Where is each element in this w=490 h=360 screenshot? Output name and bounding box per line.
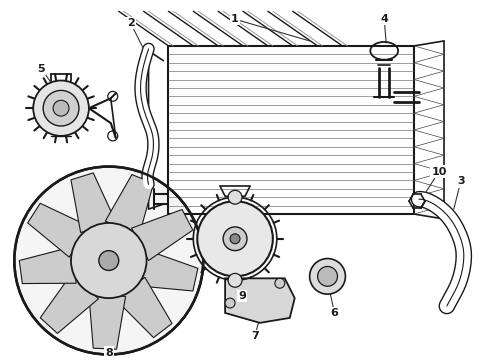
Circle shape xyxy=(14,167,203,355)
Circle shape xyxy=(228,273,242,287)
Circle shape xyxy=(43,90,79,126)
Circle shape xyxy=(99,251,119,270)
Circle shape xyxy=(53,100,69,116)
Polygon shape xyxy=(27,203,89,257)
Polygon shape xyxy=(89,295,125,349)
Polygon shape xyxy=(19,247,76,284)
Circle shape xyxy=(223,227,247,251)
Text: 5: 5 xyxy=(37,64,45,74)
Polygon shape xyxy=(139,250,198,291)
Text: 8: 8 xyxy=(105,347,113,357)
Circle shape xyxy=(310,258,345,294)
Text: 4: 4 xyxy=(380,14,388,24)
Circle shape xyxy=(275,278,285,288)
Text: 1: 1 xyxy=(231,14,239,24)
Polygon shape xyxy=(40,274,98,333)
Text: 9: 9 xyxy=(238,291,246,301)
Circle shape xyxy=(228,190,242,204)
Text: 10: 10 xyxy=(431,167,446,176)
Circle shape xyxy=(225,298,235,308)
Circle shape xyxy=(318,266,338,286)
Circle shape xyxy=(71,223,147,298)
Circle shape xyxy=(197,201,273,276)
Text: 6: 6 xyxy=(331,308,339,318)
Polygon shape xyxy=(105,175,153,235)
Polygon shape xyxy=(71,173,116,233)
Text: 7: 7 xyxy=(251,331,259,341)
Polygon shape xyxy=(116,277,172,338)
Text: 2: 2 xyxy=(127,18,135,28)
Polygon shape xyxy=(132,210,193,261)
Circle shape xyxy=(230,234,240,244)
Polygon shape xyxy=(225,278,294,323)
Text: 3: 3 xyxy=(457,176,465,186)
Circle shape xyxy=(33,81,89,136)
